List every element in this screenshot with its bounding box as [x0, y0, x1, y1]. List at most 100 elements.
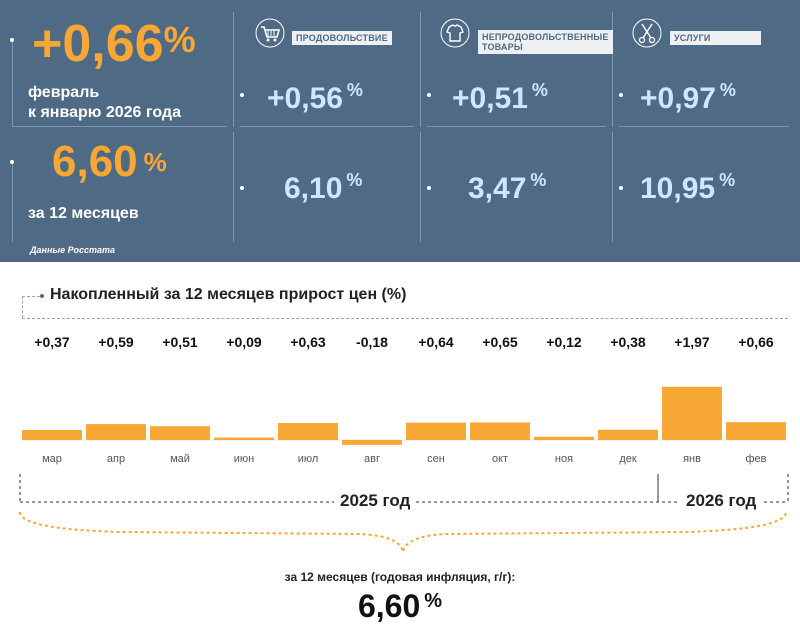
annual-inflation-label: за 12 месяцев (годовая инфляция, г/г):: [284, 570, 516, 584]
value-number: 10,95: [640, 172, 716, 205]
data-label-дек: +0,38: [610, 334, 646, 350]
annual-inflation-value: 6,60%: [0, 588, 800, 625]
bar-мар: [22, 430, 82, 440]
category-label-дек: дек: [619, 453, 637, 465]
value-number: 3,47: [468, 172, 527, 205]
month-caption-line1: февраль: [28, 84, 100, 101]
year-2026-label: 2026 год: [680, 491, 763, 511]
marker-dot: [240, 186, 244, 190]
year-2025-label: 2025 год: [334, 491, 417, 511]
category-label-фев: фев: [745, 453, 766, 465]
food-month-value: +0,56%: [267, 80, 363, 116]
scissors-icon: [632, 18, 662, 48]
annual-inflation-number: 6,60: [357, 588, 421, 624]
year-inflation-value: 6,60%: [52, 138, 167, 186]
marker-dot: [619, 186, 623, 190]
divider: [240, 126, 414, 127]
chart-title: Накопленный за 12 месяцев прирост цен (%…: [50, 286, 407, 303]
divider: [612, 132, 613, 242]
month-caption-line2: к январю 2026 года: [28, 104, 181, 121]
category-label-окт: окт: [492, 453, 508, 465]
percent-sign: %: [143, 147, 167, 177]
bar-май: [150, 426, 210, 440]
percent-sign: %: [346, 80, 363, 100]
percent-sign: %: [531, 80, 548, 100]
data-label-июн: +0,09: [226, 334, 262, 350]
data-label-ноя: +0,12: [546, 334, 582, 350]
bar-сен: [406, 422, 466, 440]
category-label-text: НЕПРОДОВОЛЬСТВЕННЫЕ: [482, 32, 609, 42]
category-label-июн: июн: [234, 453, 254, 465]
bar-июл: [278, 422, 338, 440]
category-label-апр: апр: [107, 453, 125, 465]
divider: [420, 12, 421, 127]
category-label-text: УСЛУГИ: [674, 33, 711, 43]
month-inflation-number: +0,66: [32, 15, 164, 73]
year-bracket: [19, 474, 789, 553]
month-inflation-caption: февраль к январю 2026 года: [28, 83, 181, 123]
services-month-value: +0,97%: [640, 80, 736, 116]
value-number: +0,97: [640, 82, 716, 115]
data-label-май: +0,51: [162, 334, 198, 350]
data-label-авг: -0,18: [356, 334, 388, 350]
percent-sign: %: [719, 80, 736, 100]
category-label-май: май: [170, 453, 190, 465]
category-label-ноя: ноя: [555, 453, 573, 465]
nonfood-month-value: +0,51%: [452, 80, 548, 116]
value-number: +0,51: [452, 82, 528, 115]
data-label-окт: +0,65: [482, 334, 518, 350]
marker-dot: [40, 294, 44, 298]
divider: [427, 126, 606, 127]
category-label-text: ПРОДОВОЛЬСТВИЕ: [296, 33, 388, 43]
divider: [233, 132, 234, 242]
category-label-сен: сен: [427, 453, 445, 465]
summary-panel: +0,66% февраль к январю 2026 года 6,60% …: [0, 0, 800, 262]
bar-апр: [86, 424, 146, 440]
divider: [12, 160, 13, 242]
divider: [612, 12, 613, 127]
bar-ноя: [534, 436, 594, 440]
percent-sign: %: [163, 19, 196, 60]
divider: [233, 12, 234, 127]
nonfood-year-value: 3,47%: [468, 170, 547, 206]
month-inflation-value: +0,66%: [32, 16, 196, 72]
food-year-value: 6,10%: [284, 170, 363, 206]
percent-sign: %: [424, 590, 443, 612]
category-label-services: УСЛУГИ: [670, 31, 761, 45]
bar-авг: [342, 440, 402, 445]
data-label-апр: +0,59: [98, 334, 134, 350]
category-label-янв: янв: [683, 453, 701, 465]
marker-dot: [427, 93, 431, 97]
year-inflation-number: 6,60: [52, 137, 138, 186]
marker-dot: [427, 186, 431, 190]
data-label-фев: +0,66: [738, 334, 774, 350]
percent-sign: %: [719, 170, 736, 190]
bar-chart: +0,37 мар +0,59 апр +0,51 май +0,09 июн +0,63 июл…: [20, 334, 788, 465]
title-leader-line: [22, 318, 788, 319]
divider: [420, 132, 421, 242]
divider: [619, 126, 789, 127]
category-label-nonfood: НЕПРОДОВОЛЬСТВЕННЫЕ ТОВАРЫ: [478, 30, 613, 54]
title-leader-line: [22, 296, 40, 297]
percent-sign: %: [346, 170, 363, 190]
category-label-мар: мар: [42, 453, 62, 465]
bar-июн: [214, 437, 274, 440]
bar-фев: [726, 422, 786, 440]
bar-янв: [662, 386, 722, 440]
category-label-авг: авг: [364, 453, 380, 465]
marker-dot: [240, 93, 244, 97]
shopping-cart-icon: [255, 18, 285, 48]
divider: [12, 126, 227, 127]
value-number: 6,10: [284, 172, 343, 205]
bar-окт: [470, 422, 530, 440]
category-label-июл: июл: [298, 453, 319, 465]
data-label-янв: +1,97: [674, 334, 710, 350]
bar-дек: [598, 429, 658, 440]
divider: [12, 40, 13, 126]
category-label-food: ПРОДОВОЛЬСТВИЕ: [292, 31, 392, 45]
marker-dot: [10, 160, 14, 164]
year-inflation-caption: за 12 месяцев: [28, 205, 139, 222]
category-label-text: ТОВАРЫ: [482, 42, 523, 52]
percent-sign: %: [530, 170, 547, 190]
source-note: Данные Росстата: [30, 245, 115, 255]
